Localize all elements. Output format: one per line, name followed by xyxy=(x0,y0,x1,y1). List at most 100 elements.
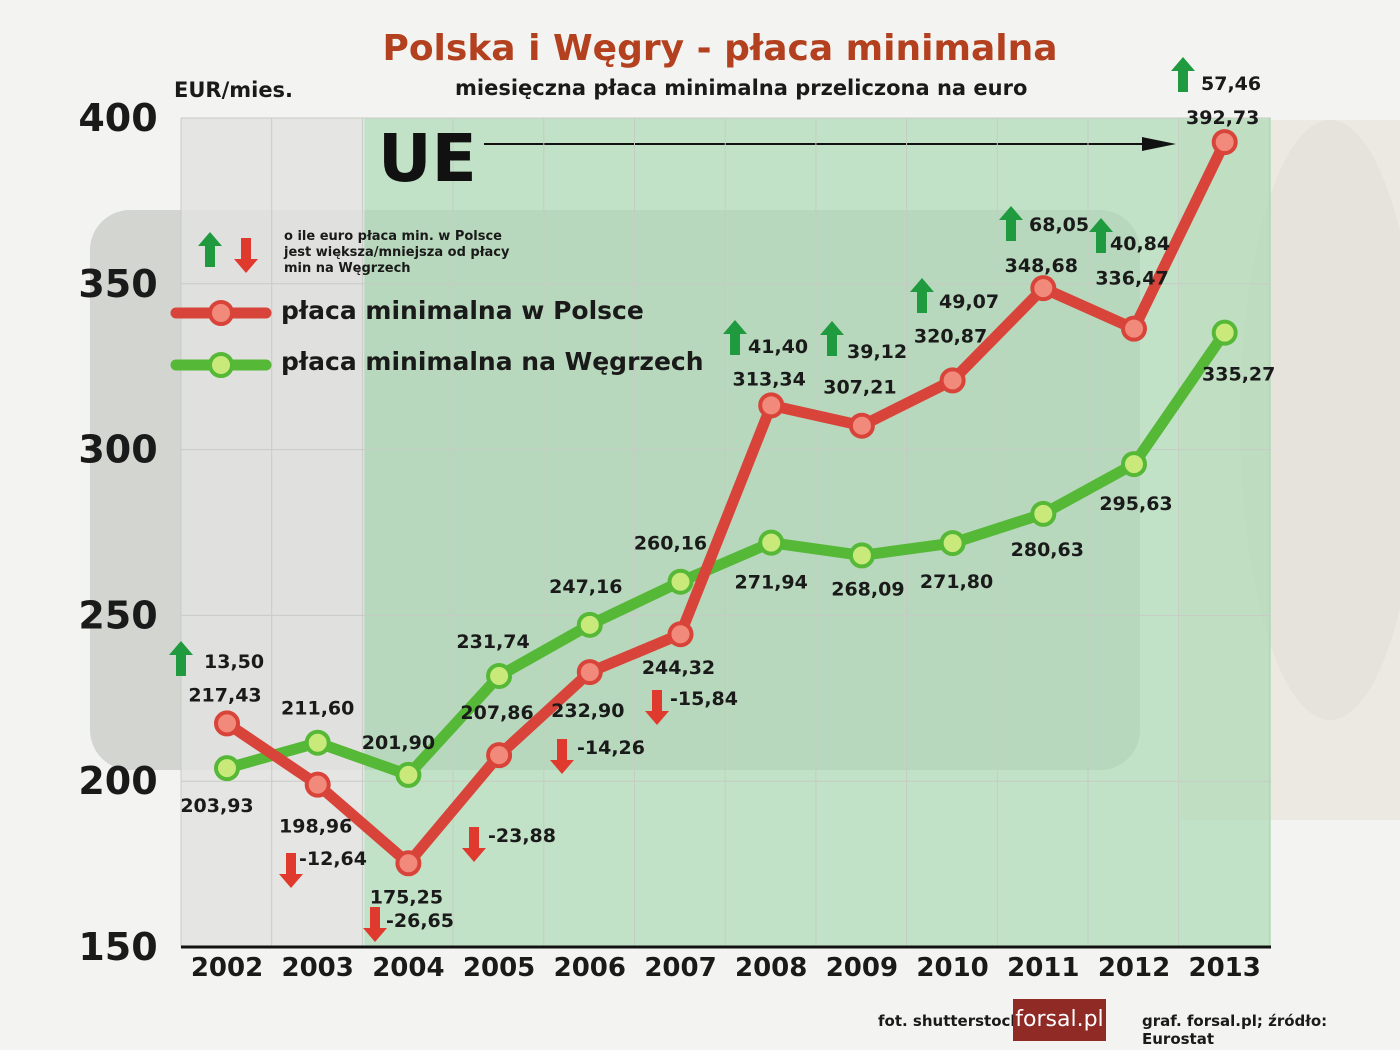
legend-note: o ile euro płaca min. w Polsce jest więk… xyxy=(284,229,510,276)
data-label-hungary: 280,63 xyxy=(1011,539,1084,561)
data-point-hungary xyxy=(576,611,603,638)
data-label-hungary: 271,80 xyxy=(920,571,993,593)
y-tick-label: 350 xyxy=(78,262,157,306)
data-point-hungary xyxy=(758,529,785,556)
data-label-poland: 217,43 xyxy=(188,684,261,706)
legend-label-poland: płaca minimalna w Polsce xyxy=(281,296,644,325)
up-arrow-icon xyxy=(820,321,844,356)
data-label-poland: 307,21 xyxy=(823,377,896,399)
difference-label: -23,88 xyxy=(488,825,556,847)
down-arrow-icon xyxy=(363,907,387,942)
difference-label: 40,84 xyxy=(1110,233,1170,255)
data-label-hungary: 201,90 xyxy=(362,732,435,754)
difference-label: 68,05 xyxy=(1029,214,1089,236)
x-tick-label: 2010 xyxy=(916,953,988,983)
data-label-poland: 198,96 xyxy=(279,816,352,838)
legend-marker xyxy=(208,300,234,326)
data-label-poland: 207,86 xyxy=(460,702,533,724)
data-point-poland xyxy=(486,742,513,769)
data-label-hungary: 271,94 xyxy=(735,572,808,594)
chart-subtitle: miesięczna płaca minimalna przeliczona n… xyxy=(455,76,1028,100)
up-arrow-icon xyxy=(999,206,1023,241)
forsal-logo[interactable]: forsal.pl xyxy=(1013,999,1106,1041)
data-label-hungary: 295,63 xyxy=(1099,493,1172,515)
legend-marker xyxy=(208,352,234,378)
data-point-hungary xyxy=(214,755,240,782)
data-label-poland: 392,73 xyxy=(1186,107,1259,129)
difference-label: 57,46 xyxy=(1201,73,1261,95)
data-point-poland xyxy=(576,659,603,686)
data-label-hungary: 203,93 xyxy=(180,795,253,817)
eu-arrow-head xyxy=(1142,137,1176,151)
up-arrow-icon xyxy=(1089,218,1113,253)
difference-label: 49,07 xyxy=(939,291,999,313)
data-point-hungary xyxy=(1030,500,1057,527)
x-tick-label: 2005 xyxy=(463,953,535,983)
data-point-poland xyxy=(1121,315,1147,342)
difference-label: 13,50 xyxy=(204,651,264,673)
x-tick-label: 2006 xyxy=(554,953,626,983)
difference-label: -26,65 xyxy=(386,910,454,932)
x-tick-label: 2008 xyxy=(735,953,807,983)
eu-region xyxy=(364,118,1271,947)
down-arrow-icon xyxy=(550,739,574,774)
data-label-poland: 232,90 xyxy=(551,700,624,722)
data-label-poland: 175,25 xyxy=(370,886,443,908)
data-point-hungary xyxy=(1121,451,1147,478)
data-label-poland: 348,68 xyxy=(1005,255,1078,277)
difference-label: 39,12 xyxy=(847,341,907,363)
data-label-hungary: 268,09 xyxy=(831,578,904,600)
down-arrow-icon xyxy=(234,238,258,273)
data-label-poland: 244,32 xyxy=(642,657,715,679)
difference-label: 41,40 xyxy=(748,336,808,358)
photo-credit: fot. shutterstock xyxy=(878,1012,1021,1030)
source-note: graf. forsal.pl; źródło: Eurostat xyxy=(1142,1012,1328,1048)
data-label-poland: 336,47 xyxy=(1095,268,1168,290)
x-tick-label: 2012 xyxy=(1098,953,1170,983)
data-label-poland: 320,87 xyxy=(914,325,987,347)
data-label-hungary: 231,74 xyxy=(456,631,529,653)
y-tick-label: 250 xyxy=(78,593,157,637)
x-tick-label: 2002 xyxy=(191,953,263,983)
y-tick-label: 300 xyxy=(78,428,157,472)
data-label-hungary: 211,60 xyxy=(281,698,354,720)
up-arrow-icon xyxy=(169,641,193,676)
data-label-poland: 313,34 xyxy=(733,368,806,390)
x-tick-label: 2009 xyxy=(826,953,898,983)
data-point-poland xyxy=(667,621,694,648)
data-point-poland xyxy=(395,850,422,877)
chart-title: Polska i Węgry - płaca minimalna xyxy=(382,28,1058,69)
x-tick-label: 2003 xyxy=(282,953,354,983)
data-point-poland xyxy=(214,710,240,737)
up-arrow-icon xyxy=(910,278,934,313)
data-point-hungary xyxy=(848,542,875,569)
down-arrow-icon xyxy=(645,690,669,725)
series-line-poland xyxy=(221,136,1231,869)
x-tick-label: 2011 xyxy=(1007,953,1079,983)
data-label-hungary: 247,16 xyxy=(549,576,622,598)
down-arrow-icon xyxy=(279,853,303,888)
y-tick-label: 400 xyxy=(78,96,157,140)
y-tick-label: 200 xyxy=(78,759,157,803)
eu-marker-label: UE xyxy=(378,120,477,197)
data-point-hungary xyxy=(667,568,694,595)
data-point-poland xyxy=(848,412,875,439)
data-point-poland xyxy=(939,367,966,394)
difference-label: -15,84 xyxy=(670,688,738,710)
difference-label: -12,64 xyxy=(299,848,367,870)
x-tick-label: 2004 xyxy=(372,953,444,983)
data-label-hungary: 260,16 xyxy=(634,533,707,555)
x-tick-label: 2007 xyxy=(644,953,716,983)
difference-label: -14,26 xyxy=(577,737,645,759)
y-axis-unit: EUR/mies. xyxy=(174,78,294,102)
data-point-hungary xyxy=(395,761,422,788)
data-point-hungary xyxy=(304,729,331,756)
data-point-hungary xyxy=(1211,319,1238,346)
data-point-poland xyxy=(1211,129,1238,156)
down-arrow-icon xyxy=(462,827,486,862)
data-point-poland xyxy=(1030,275,1057,302)
y-tick-label: 150 xyxy=(78,925,157,969)
data-point-hungary xyxy=(939,530,966,557)
x-tick-label: 2013 xyxy=(1189,953,1261,983)
